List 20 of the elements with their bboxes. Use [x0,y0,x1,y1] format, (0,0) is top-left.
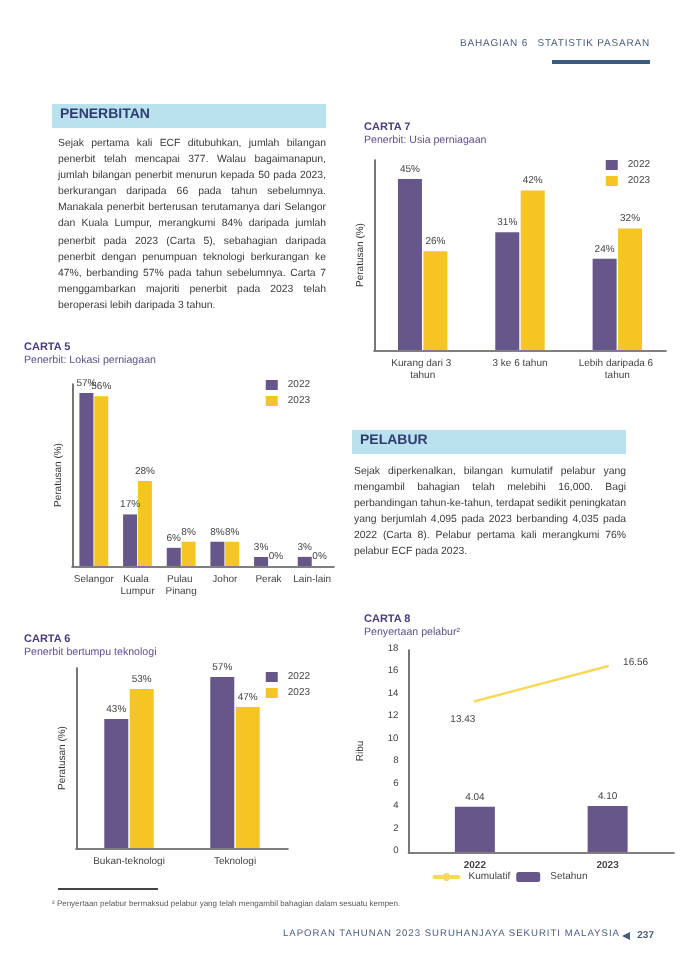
bar [123,514,138,566]
bar [397,179,422,350]
bar [225,541,240,566]
bar [137,481,152,566]
bar [210,677,235,848]
bar [94,396,109,566]
bar [79,393,94,566]
bar [495,232,520,350]
bar [129,689,154,848]
bar [235,707,260,848]
bar [181,541,196,566]
bar [520,190,545,350]
bar [423,251,448,350]
bar [104,719,129,848]
bar [592,258,617,350]
bar [210,541,225,566]
bar [618,228,643,350]
bar [166,547,181,566]
bar [254,556,269,566]
bar [297,556,312,566]
